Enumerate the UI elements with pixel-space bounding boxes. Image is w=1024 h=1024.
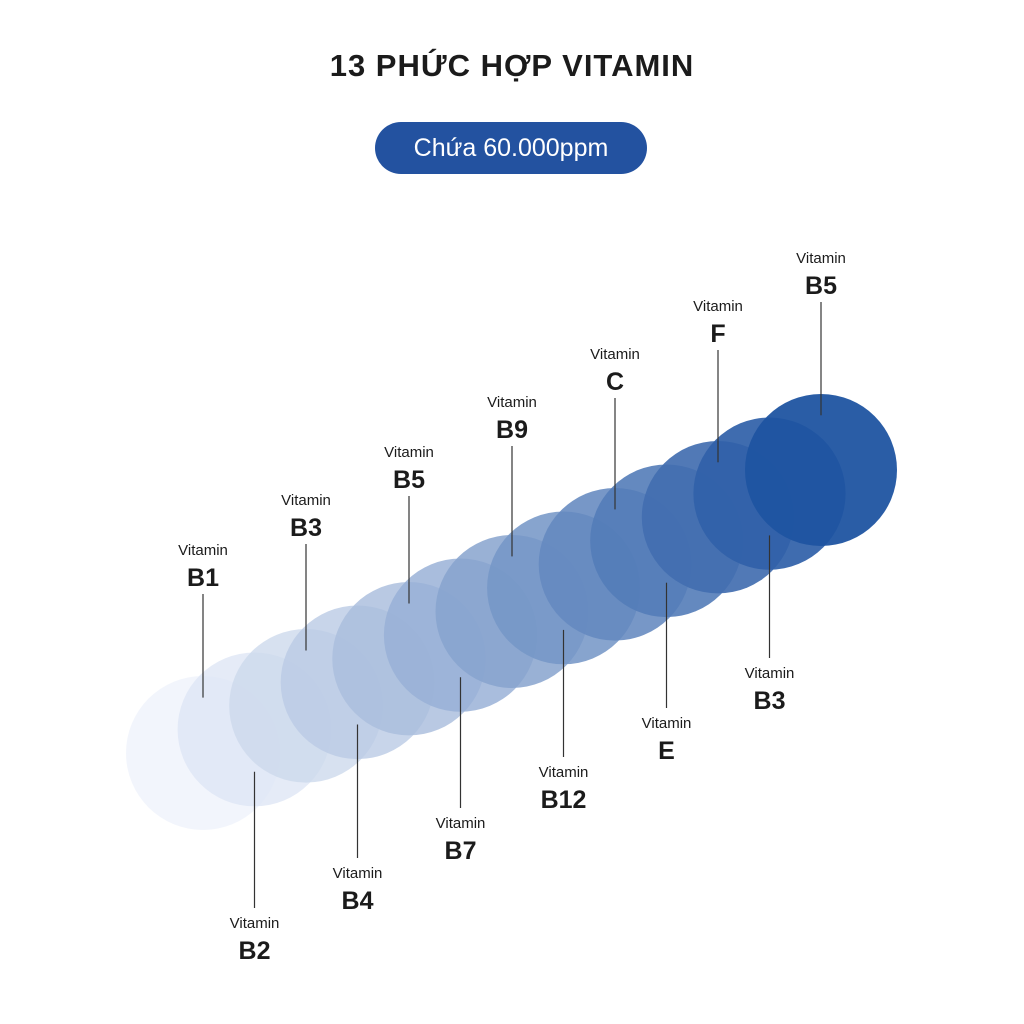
vitamin-name-label: B5 bbox=[393, 466, 425, 494]
vitamin-callout: Vitamin B3 bbox=[745, 535, 795, 715]
vitamin-name-label: B5 bbox=[805, 272, 837, 300]
vitamin-name-label: B4 bbox=[342, 887, 374, 915]
concentration-badge: Chứa 60.000ppm bbox=[375, 122, 647, 174]
vitamin-prefix-label: Vitamin bbox=[281, 492, 331, 509]
vitamin-prefix-label: Vitamin bbox=[539, 764, 589, 781]
vitamin-prefix-label: Vitamin bbox=[642, 715, 692, 732]
vitamin-callout: Vitamin B1 bbox=[178, 542, 228, 698]
page-title: 13 PHỨC HỢP VITAMIN bbox=[329, 48, 695, 83]
vitamin-name-label: B9 bbox=[496, 416, 528, 444]
vitamin-name-label: F bbox=[710, 320, 725, 348]
vitamin-callout: Vitamin B9 bbox=[487, 394, 537, 557]
vitamin-circle bbox=[745, 394, 897, 546]
vitamin-prefix-label: Vitamin bbox=[384, 444, 434, 461]
vitamin-callout: Vitamin B2 bbox=[230, 771, 280, 965]
vitamin-prefix-label: Vitamin bbox=[230, 915, 280, 932]
vitamin-name-label: B7 bbox=[445, 837, 477, 865]
vitamin-callout: Vitamin B4 bbox=[333, 724, 383, 915]
vitamin-callout: Vitamin B7 bbox=[436, 677, 486, 865]
vitamin-name-label: B12 bbox=[541, 786, 587, 814]
vitamin-prefix-label: Vitamin bbox=[796, 250, 846, 267]
vitamin-name-label: B3 bbox=[290, 514, 322, 542]
vitamin-prefix-label: Vitamin bbox=[745, 665, 795, 682]
vitamin-prefix-label: Vitamin bbox=[333, 865, 383, 882]
vitamin-name-label: C bbox=[606, 368, 624, 396]
vitamin-name-label: B2 bbox=[239, 937, 271, 965]
vitamin-prefix-label: Vitamin bbox=[487, 394, 537, 411]
vitamin-prefix-label: Vitamin bbox=[178, 542, 228, 559]
vitamin-callout: Vitamin B5 bbox=[384, 444, 434, 604]
vitamin-prefix-label: Vitamin bbox=[693, 298, 743, 315]
vitamin-name-label: B3 bbox=[754, 687, 786, 715]
vitamin-callout: Vitamin F bbox=[693, 298, 743, 463]
vitamin-name-label: E bbox=[658, 737, 675, 765]
vitamin-callout: Vitamin B12 bbox=[539, 629, 589, 814]
vitamin-callout: Vitamin C bbox=[590, 346, 640, 510]
vitamin-prefix-label: Vitamin bbox=[436, 815, 486, 832]
vitamin-callout: Vitamin B3 bbox=[281, 492, 331, 651]
vitamin-name-label: B1 bbox=[187, 564, 219, 592]
vitamin-prefix-label: Vitamin bbox=[590, 346, 640, 363]
vitamin-callout: Vitamin B5 bbox=[796, 250, 846, 416]
vitamin-callout: Vitamin E bbox=[642, 582, 692, 765]
